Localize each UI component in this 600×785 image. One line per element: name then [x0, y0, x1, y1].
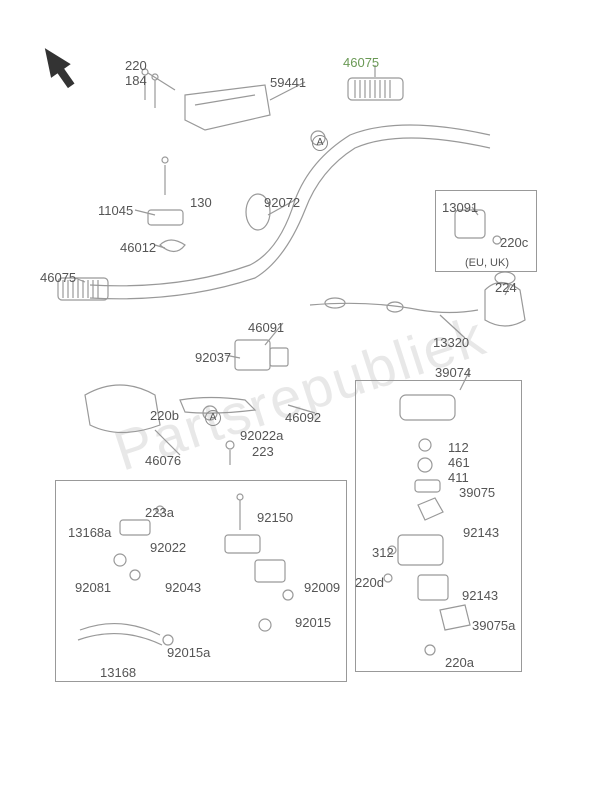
part-label-92022: 92022 — [150, 540, 186, 555]
part-label-46012: 46012 — [120, 240, 156, 255]
part-label-euuk: (EU, UK) — [465, 257, 509, 269]
part-label-46091: 46091 — [248, 320, 284, 335]
part-label-A2: A — [205, 410, 221, 426]
part-label-92015a: 92015a — [167, 645, 210, 660]
part-label-411: 411 — [448, 470, 469, 485]
part-label-13168a: 13168a — [68, 525, 111, 540]
part-label-92081: 92081 — [75, 580, 111, 595]
part-label-223a: 223a — [145, 505, 174, 520]
part-label-224: 224 — [495, 280, 517, 295]
part-label-220: 220 — [125, 58, 147, 73]
part-label-46075top: 46075 — [343, 55, 379, 70]
part-label-130: 130 — [190, 195, 212, 210]
part-label-13168: 13168 — [100, 665, 136, 680]
part-label-184: 184 — [125, 73, 147, 88]
part-label-11045: 11045 — [98, 203, 133, 218]
part-label-13091: 13091 — [442, 200, 478, 215]
part-label-220c: 220c — [500, 235, 528, 250]
part-label-46076: 46076 — [145, 453, 181, 468]
part-label-92037: 92037 — [195, 350, 231, 365]
part-label-92143b: 92143 — [462, 588, 498, 603]
part-label-92022a: 92022a — [240, 428, 283, 443]
part-label-92015: 92015 — [295, 615, 331, 630]
part-label-92143a: 92143 — [463, 525, 499, 540]
part-label-312: 312 — [372, 545, 394, 560]
part-label-92043: 92043 — [165, 580, 201, 595]
parts-diagram-svg — [0, 0, 600, 785]
part-label-13320: 13320 — [433, 335, 469, 350]
part-label-92009: 92009 — [304, 580, 340, 595]
part-label-461: 461 — [448, 455, 470, 470]
part-label-A1: A — [312, 135, 328, 151]
part-label-46075left: 46075 — [40, 270, 76, 285]
part-label-112: 112 — [448, 440, 469, 455]
part-label-92072: 92072 — [264, 195, 300, 210]
part-label-39075a: 39075a — [472, 618, 515, 633]
part-label-39075: 39075 — [459, 485, 495, 500]
part-label-223: 223 — [252, 444, 274, 459]
part-label-92150: 92150 — [257, 510, 293, 525]
part-label-220b: 220b — [150, 408, 179, 423]
part-label-220a: 220a — [445, 655, 474, 670]
part-label-220d: 220d — [355, 575, 384, 590]
part-label-46092: 46092 — [285, 410, 321, 425]
part-label-39074: 39074 — [435, 365, 471, 380]
part-label-59441: 59441 — [270, 75, 306, 90]
